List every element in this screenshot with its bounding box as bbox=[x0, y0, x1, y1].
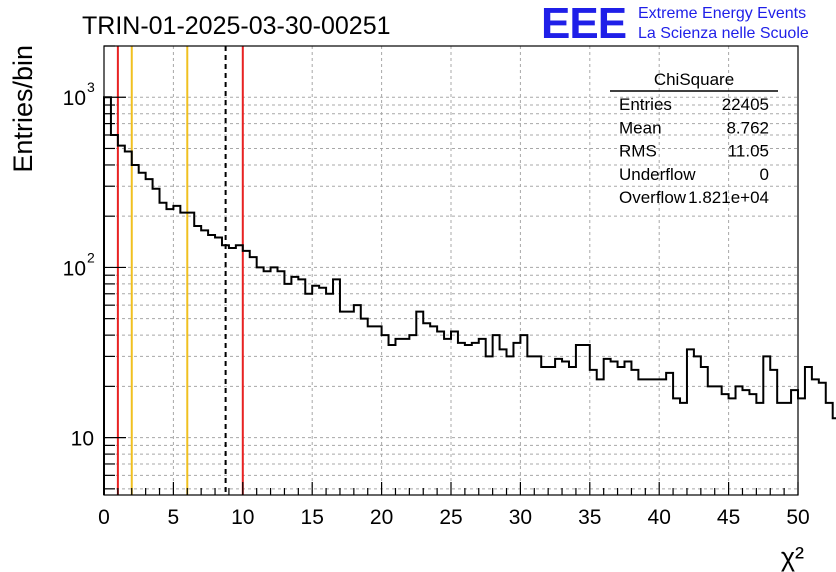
x-tick-label: 40 bbox=[648, 506, 671, 529]
stats-row-label: Underflow bbox=[619, 165, 696, 184]
stats-row-label: Overflow bbox=[619, 188, 687, 207]
stats-row-value: 0 bbox=[760, 165, 769, 184]
stats-row-value: 8.762 bbox=[726, 118, 769, 137]
x-axis-label: χ² bbox=[781, 542, 804, 572]
x-tick-label: 50 bbox=[786, 506, 809, 529]
stats-box: ChiSquare Entries 22405 Mean 8.762 RMS 11.05 U… bbox=[610, 70, 778, 207]
logo-line-2: La Scienza nelle Scuole bbox=[638, 25, 809, 42]
logo-line-1: Extreme Energy Events bbox=[638, 5, 806, 22]
stats-row-label: RMS bbox=[619, 142, 657, 161]
y-tick-exponent: 2 bbox=[87, 249, 95, 265]
x-tick-label: 35 bbox=[578, 506, 601, 529]
x-tick-labels: 0 5 10 15 20 25 30 35 40 45 50 bbox=[98, 506, 810, 529]
stats-row-value: 22405 bbox=[722, 95, 769, 114]
y-tick-label: 10 bbox=[71, 428, 94, 451]
stats-row-label: Mean bbox=[619, 118, 662, 137]
histogram-series bbox=[103, 96, 836, 495]
x-tick-label: 45 bbox=[717, 506, 740, 529]
y-axis-label: Entries/bin bbox=[8, 45, 38, 173]
marker-lines bbox=[116, 46, 244, 495]
x-tick-label: 5 bbox=[168, 506, 180, 529]
stats-row-value: 1.821e+04 bbox=[688, 188, 769, 207]
chart-title: TRIN-01-2025-03-30-00251 bbox=[82, 12, 391, 40]
x-tick-label: 10 bbox=[231, 506, 254, 529]
y-tick-label: 10 bbox=[63, 87, 86, 110]
eee-logo: EEE Extreme Energy Events La Scienza nel… bbox=[541, 0, 809, 48]
y-tick-exponent: 3 bbox=[87, 79, 95, 95]
x-tick-label: 15 bbox=[301, 506, 324, 529]
y-tick-label: 10 bbox=[63, 257, 86, 280]
stats-row-label: Entries bbox=[619, 95, 672, 114]
eee-logo-mark: EEE bbox=[541, 0, 626, 48]
stats-title: ChiSquare bbox=[654, 70, 734, 89]
x-tick-label: 25 bbox=[439, 506, 462, 529]
x-tick-label: 0 bbox=[98, 506, 110, 529]
x-tick-label: 20 bbox=[370, 506, 393, 529]
axis-ticks bbox=[103, 45, 799, 495]
x-tick-label: 30 bbox=[509, 506, 532, 529]
stats-row-value: 11.05 bbox=[728, 142, 769, 161]
grid-lines bbox=[104, 45, 798, 495]
